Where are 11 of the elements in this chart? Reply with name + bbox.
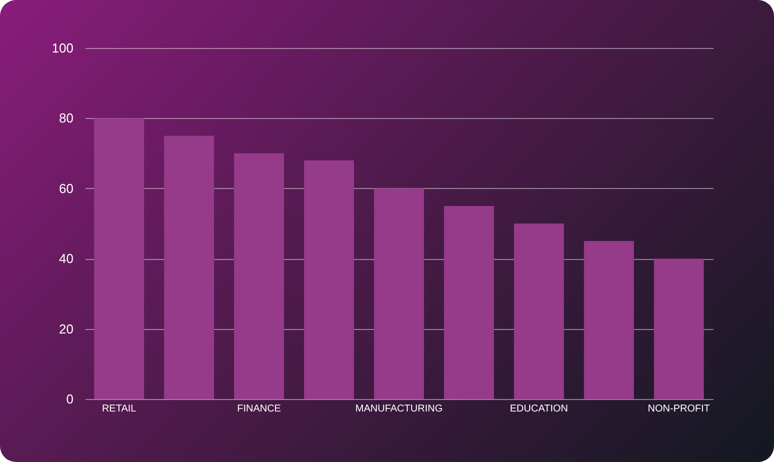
y-tick-label: 60 — [59, 180, 74, 196]
y-tick-label: 80 — [59, 110, 74, 126]
y-tick-label: 40 — [59, 251, 74, 266]
x-tick-label: NON-PROFIT — [648, 404, 710, 414]
y-tick-label: 20 — [59, 321, 74, 336]
x-tick-label: FINANCE — [237, 404, 282, 414]
y-tick-label: 0 — [66, 392, 74, 406]
x-tick-label: EDUCATION — [510, 404, 568, 414]
x-tick-label: MANUFACTURING — [355, 404, 443, 414]
y-tick-label: 100 — [52, 40, 74, 56]
x-tick-label: RETAIL — [102, 404, 137, 414]
